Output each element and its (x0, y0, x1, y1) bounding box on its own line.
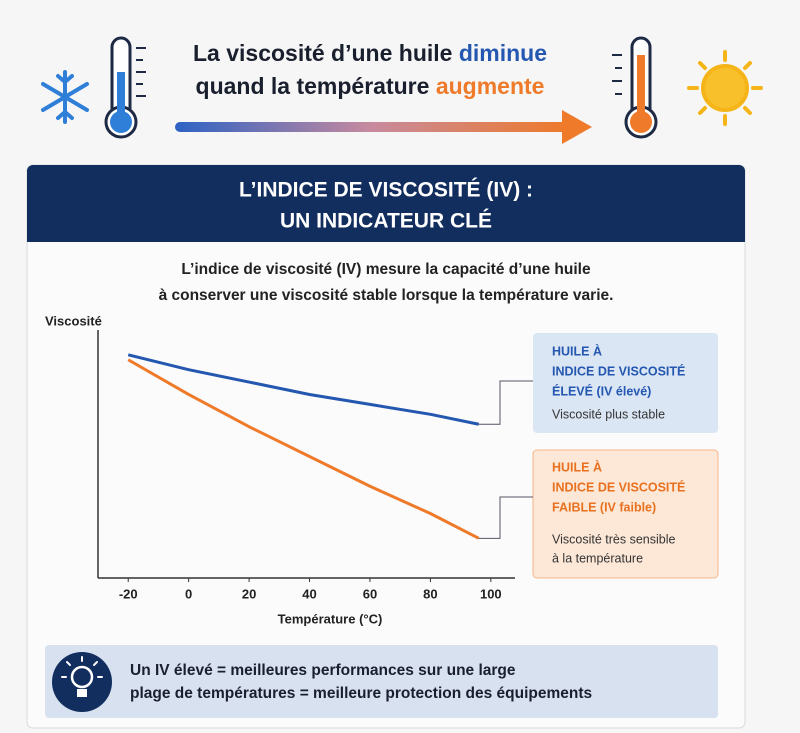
callout-text: Viscosité très sensible (552, 532, 675, 546)
footer-box (45, 645, 718, 718)
chart: Viscosité Température (°C) -20 0 20 40 60 80 100 (45, 313, 515, 626)
footer-text: plage de températures = meilleure protec… (130, 685, 592, 702)
x-tick-label: 60 (363, 586, 377, 601)
series-line (127, 358, 480, 540)
x-tick-label: 40 (302, 586, 316, 601)
panel-title: L’INDICE DE VISCOSITÉ (IV) : (239, 179, 533, 202)
snowflake-icon (41, 70, 89, 124)
series-line (127, 353, 480, 426)
callout-heading: INDICE DE VISCOSITÉ (552, 479, 685, 494)
panel-title: UN INDICATEUR CLÉ (280, 210, 492, 233)
x-tick-label: 80 (423, 586, 437, 601)
description: L’indice de viscosité (IV) mesure la cap… (181, 261, 591, 278)
x-tick-label: 20 (242, 586, 256, 601)
footer-text: Un IV élevé = meilleures performances su… (130, 662, 516, 679)
title-line-2: quand la température augmente (196, 73, 545, 99)
hot-thermometer (612, 36, 658, 139)
title-highlight: diminue (459, 40, 547, 66)
panel (26, 164, 746, 729)
callout-heading: FAIBLE (IV faible) (552, 500, 656, 514)
y-axis-label: Viscosité (45, 313, 102, 328)
callout-text: à la température (552, 551, 643, 565)
callout-heading: HUILE À (552, 459, 602, 474)
callout-box (532, 449, 719, 579)
sun-icon (687, 50, 763, 126)
callout-box (533, 333, 718, 433)
x-tick-label: 100 (480, 586, 502, 601)
title-line-1: La viscosité d’une huile diminue (193, 40, 547, 66)
gradient-arrow (175, 110, 592, 144)
bulb-icon (52, 652, 112, 712)
x-tick-label: -20 (119, 586, 138, 601)
description: à conserver une viscosité stable lorsque… (159, 287, 614, 304)
cold-thermometer (104, 36, 146, 139)
callout-heading: HUILE À (552, 343, 602, 358)
title-text: quand la température (196, 73, 436, 99)
x-axis-label: Température (°C) (278, 611, 383, 626)
callout-text: Viscosité plus stable (552, 407, 665, 421)
panel-header (27, 165, 745, 242)
x-tick-label: 0 (185, 586, 192, 601)
callout-heading: INDICE DE VISCOSITÉ (552, 363, 685, 378)
callout-heading: ÉLEVÉ (IV élevé) (552, 383, 651, 398)
title-text: La viscosité d’une huile (193, 40, 459, 66)
title-highlight: augmente (436, 73, 545, 99)
connector (478, 380, 533, 425)
callouts: HUILE À INDICE DE VISCOSITÉ ÉLEVÉ (IV élev… (478, 343, 685, 565)
connector (478, 496, 533, 539)
